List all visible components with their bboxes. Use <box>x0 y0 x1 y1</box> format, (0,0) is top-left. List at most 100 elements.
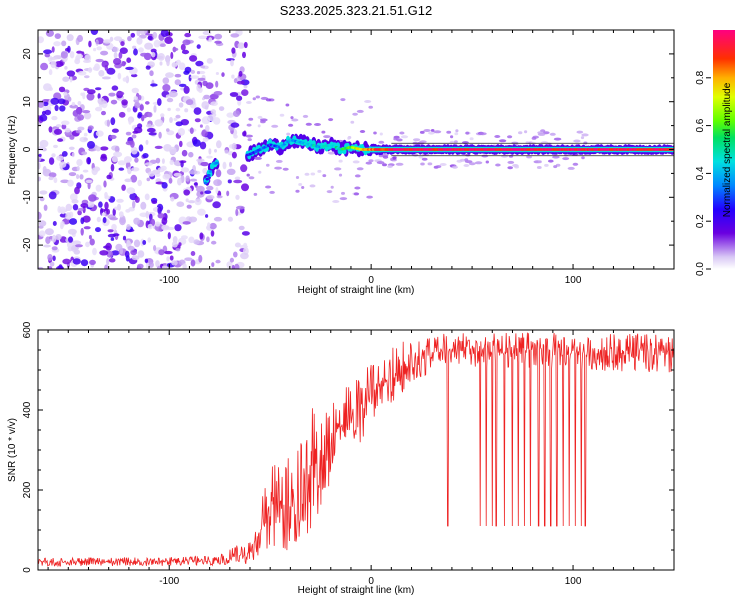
faint-blob <box>567 166 575 170</box>
noise-blob <box>167 232 171 240</box>
noise-blob <box>75 129 82 134</box>
noise-blob <box>38 176 41 182</box>
faint-blob <box>464 158 469 162</box>
noise-blob <box>104 64 109 71</box>
noise-blob <box>188 151 194 158</box>
noise-blob <box>145 139 149 145</box>
noise-blob <box>104 201 109 210</box>
noise-blob <box>76 50 83 54</box>
noise-blob <box>43 244 51 248</box>
faint-blob <box>526 155 533 159</box>
noise-blob <box>131 167 140 172</box>
noise-blob <box>234 242 241 248</box>
noise-blob <box>60 179 70 184</box>
faint-blob <box>353 192 360 196</box>
noise-blob <box>229 161 232 168</box>
faint-blob <box>295 189 300 193</box>
noise-blob <box>67 228 77 235</box>
faint-blob <box>352 112 358 116</box>
noise-blob <box>236 95 243 101</box>
faint-blob <box>544 163 549 167</box>
faint-blob <box>423 129 431 132</box>
noise-blob <box>190 69 196 74</box>
trace-core <box>208 170 213 173</box>
noise-blob <box>154 119 164 127</box>
colorbar-tick-label: 0.2 <box>695 214 706 228</box>
noise-blob <box>44 228 54 236</box>
faint-blob <box>298 183 303 186</box>
faint-blob <box>463 164 470 167</box>
noise-blob <box>180 235 188 240</box>
noise-blob <box>203 94 211 100</box>
noise-blob <box>215 259 221 264</box>
noise-blob <box>166 59 170 67</box>
noise-blob <box>111 85 119 91</box>
noise-blob <box>202 167 208 174</box>
noise-blob <box>59 105 66 112</box>
noise-blob <box>87 141 95 149</box>
noise-blob <box>182 39 191 46</box>
noise-blob <box>53 144 58 149</box>
noise-blob <box>227 179 232 184</box>
noise-blob <box>118 211 124 218</box>
noise-blob <box>137 123 143 129</box>
noise-blob <box>155 260 160 268</box>
noise-blob <box>229 257 234 263</box>
spectrogram-xtick-label: 0 <box>368 275 374 286</box>
faint-blob <box>339 197 348 201</box>
noise-blob <box>72 204 79 211</box>
noise-blob <box>182 221 191 225</box>
noise-blob <box>54 104 59 112</box>
noise-blob <box>175 248 181 252</box>
noise-blob <box>234 176 241 181</box>
noise-blob <box>149 70 154 77</box>
noise-blob <box>48 157 55 165</box>
noise-blob <box>43 49 53 54</box>
noise-blob <box>71 199 79 204</box>
faint-blob <box>248 176 255 180</box>
noise-blob <box>211 262 215 267</box>
noise-blob <box>54 33 61 39</box>
noise-blob <box>166 256 170 262</box>
noise-blob <box>137 263 144 269</box>
noise-blob <box>38 36 44 44</box>
faint-blob <box>366 195 373 199</box>
faint-blob <box>552 155 560 159</box>
noise-blob <box>164 36 173 44</box>
noise-blob <box>140 201 147 210</box>
noise-blob <box>227 216 233 222</box>
faint-blob <box>330 185 334 189</box>
faint-blob <box>459 158 466 162</box>
noise-blob <box>68 96 72 102</box>
noise-blob <box>169 117 173 123</box>
faint-blob <box>257 124 261 128</box>
noise-blob <box>174 224 182 232</box>
noise-blob <box>151 200 158 204</box>
noise-blob <box>215 169 222 178</box>
faint-blob <box>420 162 425 166</box>
faint-blob <box>359 130 366 133</box>
noise-blob <box>83 112 92 120</box>
noise-blob <box>145 210 150 219</box>
noise-blob <box>179 140 183 148</box>
noise-blob <box>161 182 168 189</box>
trace-core <box>207 173 211 177</box>
noise-blob <box>57 138 64 142</box>
faint-blob <box>419 140 427 144</box>
noise-blob <box>106 258 110 266</box>
noise-blob <box>42 166 47 174</box>
faint-blob <box>387 165 393 168</box>
faint-blob <box>428 131 435 135</box>
noise-blob <box>104 264 109 269</box>
noise-blob <box>96 216 101 223</box>
noise-blob <box>190 251 196 256</box>
noise-blob <box>176 201 185 207</box>
noise-blob <box>201 129 208 137</box>
snr-marks <box>38 332 674 568</box>
noise-blob <box>111 155 118 163</box>
noise-blob <box>159 43 166 47</box>
noise-blob <box>83 226 91 230</box>
faint-blob <box>525 141 530 145</box>
noise-blob <box>106 174 112 180</box>
trace-core <box>203 181 208 185</box>
